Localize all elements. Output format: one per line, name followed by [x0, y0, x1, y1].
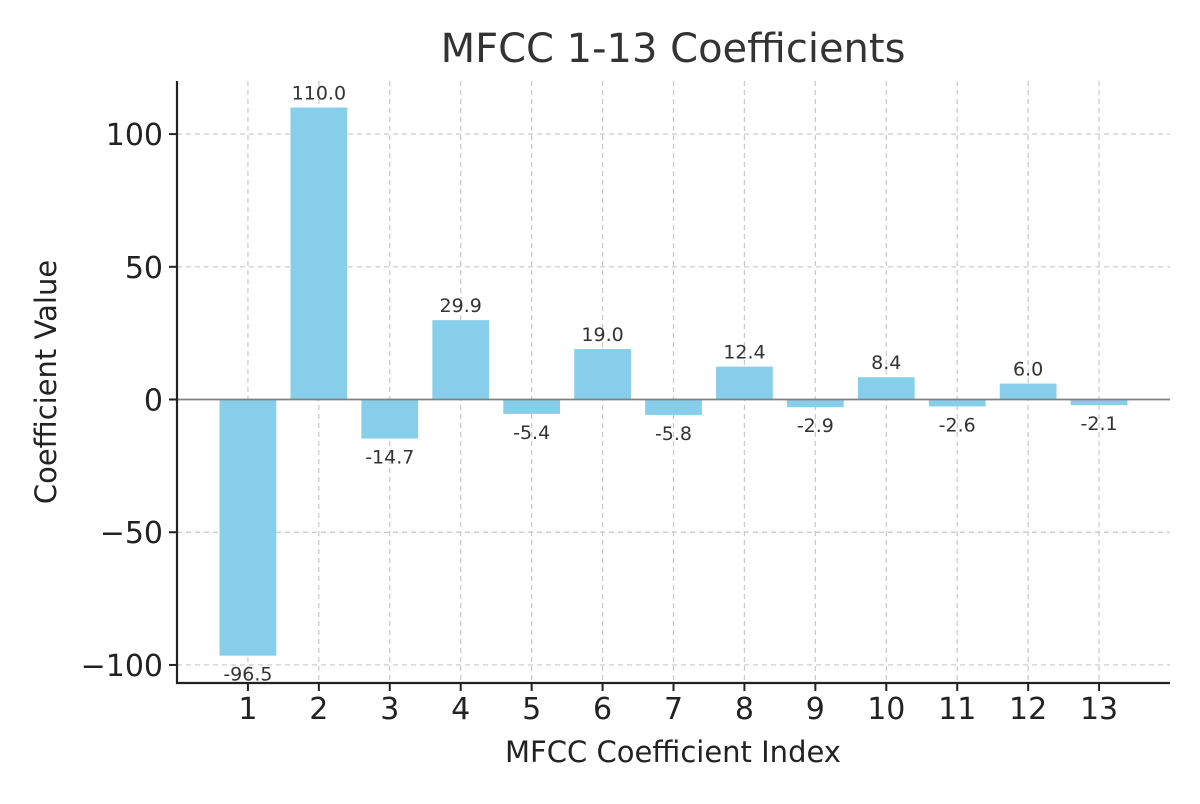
data-label-mfcc-6: 19.0: [581, 324, 623, 346]
bar-mfcc-6: [574, 349, 631, 400]
data-label-mfcc-12: 6.0: [1013, 359, 1043, 381]
data-label-mfcc-13: -2.1: [1081, 413, 1118, 435]
x-tick-label: 2: [309, 692, 328, 727]
x-tick-label: 5: [522, 692, 541, 727]
x-tick-label: 1: [238, 692, 257, 727]
data-label-mfcc-7: -5.8: [655, 423, 692, 445]
bar-mfcc-1: [219, 399, 277, 656]
y-tick-label: 50: [125, 251, 163, 286]
x-axis-label: MFCC Coefficient Index: [505, 735, 841, 769]
x-tick-label: 13: [1080, 692, 1118, 727]
data-label-mfcc-1: -96.5: [223, 664, 272, 686]
bars-layer: [219, 107, 1128, 656]
y-tick-label: −100: [81, 649, 163, 684]
x-tick-label: 12: [1009, 692, 1047, 727]
x-tick-label: 8: [735, 692, 754, 727]
y-tick-label: −50: [100, 516, 163, 551]
y-axis-label: Coefficient Value: [29, 260, 63, 504]
bar-mfcc-9: [786, 399, 844, 408]
data-label-mfcc-8: 12.4: [723, 342, 765, 364]
x-tick-label: 11: [938, 692, 976, 727]
bar-mfcc-10: [857, 377, 915, 400]
x-tick-label: 3: [380, 692, 399, 727]
chart-title: MFCC 1-13 Coefficients: [441, 26, 906, 72]
data-label-mfcc-4: 29.9: [440, 295, 482, 317]
bar-mfcc-5: [503, 399, 561, 414]
x-tick-label: 7: [664, 692, 683, 727]
bar-mfcc-11: [928, 399, 986, 407]
data-label-mfcc-10: 8.4: [871, 352, 901, 374]
y-tick-label: 0: [144, 384, 163, 419]
data-label-mfcc-2: 110.0: [292, 83, 346, 105]
x-tick-label: 10: [867, 692, 905, 727]
bar-mfcc-3: [361, 399, 419, 439]
axis-layer: [169, 81, 1170, 691]
data-label-mfcc-11: -2.6: [939, 414, 976, 436]
data-label-mfcc-5: -5.4: [513, 422, 550, 444]
axes-spines: [175, 81, 1170, 685]
data-label-mfcc-9: -2.9: [797, 415, 834, 437]
data-label-mfcc-3: -14.7: [365, 447, 414, 469]
x-tick-label: 9: [806, 692, 825, 727]
bar-mfcc-2: [290, 107, 348, 400]
y-tick-label: 100: [106, 118, 163, 153]
bar-mfcc-8: [716, 366, 773, 400]
bar-mfcc-13: [1070, 399, 1128, 406]
x-tick-label: 4: [451, 692, 470, 727]
x-tick-label: 6: [593, 692, 612, 727]
bar-mfcc-4: [432, 320, 490, 400]
bar-mfcc-7: [645, 399, 702, 415]
bar-mfcc-12: [999, 383, 1057, 400]
